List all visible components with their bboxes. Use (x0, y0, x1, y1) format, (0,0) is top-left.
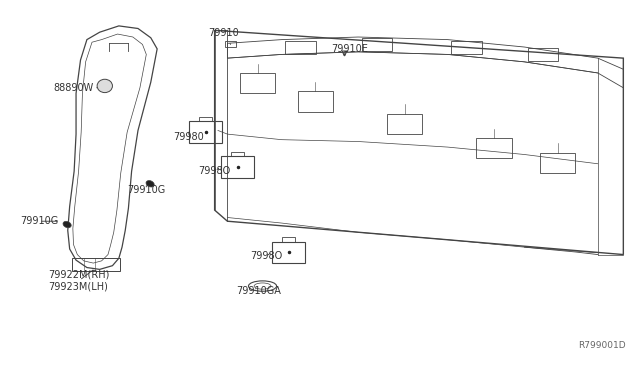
Text: 88890W: 88890W (54, 83, 97, 93)
Bar (199, 117, 212, 121)
Ellipse shape (63, 221, 71, 228)
Bar (387, 114, 422, 134)
Bar (189, 121, 222, 142)
Bar (527, 48, 558, 61)
Bar (285, 41, 316, 54)
Text: R799001D: R799001D (578, 341, 625, 350)
Bar (72, 258, 120, 271)
Bar (451, 41, 481, 54)
Text: 79910G: 79910G (20, 216, 58, 226)
Text: 7998O: 7998O (198, 166, 231, 176)
Bar (476, 138, 511, 158)
Ellipse shape (97, 79, 113, 93)
Text: 79910E: 79910E (331, 44, 368, 54)
Bar (282, 237, 295, 241)
Text: 79910GA: 79910GA (236, 286, 280, 295)
Bar (540, 153, 575, 173)
Bar (298, 92, 333, 112)
Text: 79980: 79980 (173, 132, 204, 142)
Bar (240, 73, 275, 93)
Bar (231, 152, 244, 156)
Bar (221, 156, 254, 178)
Ellipse shape (146, 180, 154, 187)
Bar (272, 241, 305, 263)
Text: 79910G: 79910G (127, 185, 165, 195)
Bar (225, 41, 236, 47)
Text: 79922M(RH)
79923M(LH): 79922M(RH) 79923M(LH) (49, 270, 110, 291)
Text: 7998O: 7998O (250, 251, 282, 262)
Bar (362, 38, 392, 51)
Text: 79910: 79910 (208, 28, 239, 44)
